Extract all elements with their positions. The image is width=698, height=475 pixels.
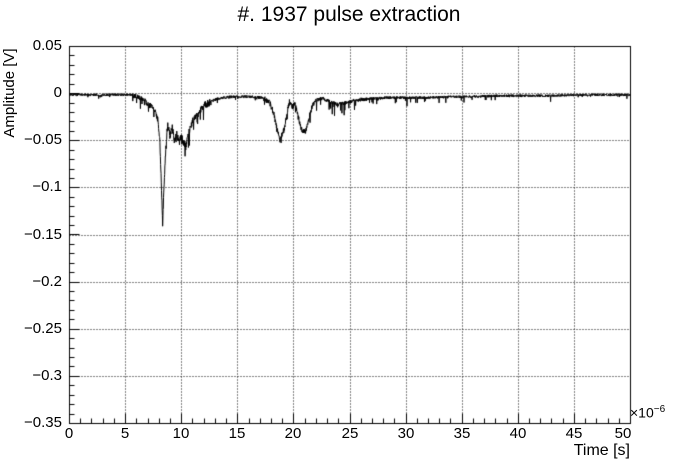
y-tick-label-4: −0.15 — [24, 226, 62, 243]
x-tick-label-6: 30 — [397, 425, 415, 442]
x-tick-label-7: 35 — [453, 425, 471, 442]
y-tick-label-7: −0.3 — [32, 367, 62, 384]
x-axis-title: Time [s] — [573, 442, 630, 459]
x-tick-label-8: 40 — [509, 425, 527, 442]
x-tick-label-1: 5 — [120, 425, 130, 442]
x-axis-exponent-base: ×10 — [630, 404, 654, 421]
x-tick-label-5: 25 — [341, 425, 359, 442]
y-tick-label-3: −0.1 — [32, 178, 62, 195]
y-tick-label-5: −0.2 — [32, 273, 62, 290]
x-tick-label-10: 50 — [614, 425, 632, 442]
x-tick-label-2: 10 — [172, 425, 190, 442]
y-tick-label-0: 0.05 — [32, 37, 62, 54]
x-tick-label-9: 45 — [565, 425, 583, 442]
y-tick-label-1: 0 — [53, 84, 62, 101]
y-tick-label-6: −0.25 — [24, 320, 62, 337]
x-tick-label-3: 15 — [228, 425, 246, 442]
x-axis-exponent: ×10−6 — [630, 404, 665, 421]
x-tick-label-4: 20 — [284, 425, 302, 442]
x-tick-label-0: 0 — [64, 425, 74, 442]
x-axis-exponent-power: −6 — [653, 404, 666, 415]
plot-title: #. 1937 pulse extraction — [237, 3, 461, 26]
y-axis-title: Amplitude [V] — [1, 48, 18, 138]
y-tick-label-2: −0.05 — [24, 131, 62, 148]
y-tick-label-8: −0.35 — [24, 414, 62, 431]
